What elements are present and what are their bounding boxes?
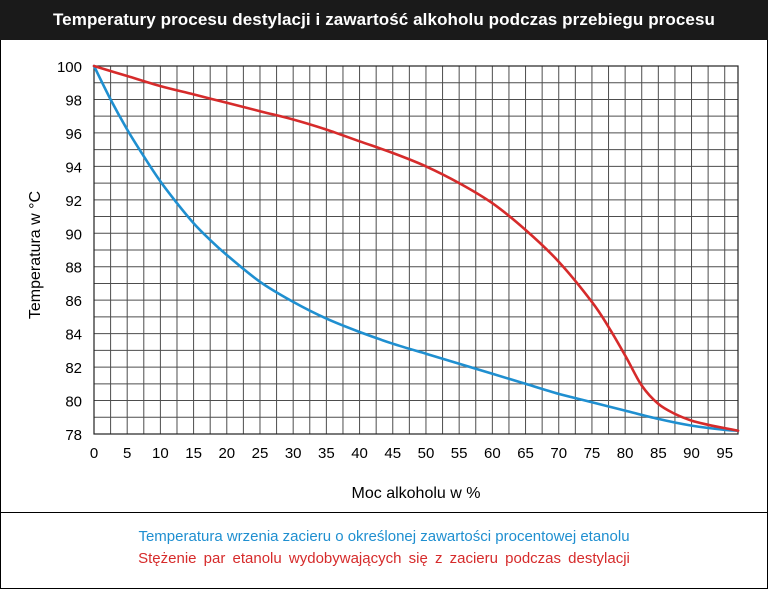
legend-item-boiling-temperature: Temperatura wrzenia zacieru o określonej… bbox=[138, 528, 630, 545]
chart-title: Temperatury procesu destylacji i zawarto… bbox=[0, 0, 768, 40]
y-tick-label: 84 bbox=[65, 327, 82, 344]
line-chart: 0 5 10 15 20 25 30 35 40 45 50 55 60 65 70 75 80 85 90 95 78… bbox=[27, 59, 740, 502]
x-tick-label: 10 bbox=[152, 445, 169, 462]
y-tick-label: 96 bbox=[65, 126, 82, 143]
x-tick-label: 85 bbox=[650, 445, 667, 462]
x-tick-label: 95 bbox=[716, 445, 733, 462]
plot-border bbox=[93, 65, 739, 435]
x-tick-label: 25 bbox=[252, 445, 269, 462]
tick-labels: 0 5 10 15 20 25 30 35 40 45 50 55 60 65 70 75 80 85 90 95 78… bbox=[57, 59, 733, 462]
x-tick-label: 80 bbox=[617, 445, 634, 462]
series-line-boiling-temperature bbox=[92, 64, 740, 432]
x-tick-label: 20 bbox=[218, 445, 235, 462]
y-tick-label: 100 bbox=[57, 59, 82, 76]
x-axis-label: Moc alkoholu w % bbox=[352, 485, 481, 502]
legend-divider bbox=[0, 512, 768, 513]
y-tick-label: 98 bbox=[65, 92, 82, 109]
grid bbox=[93, 65, 739, 435]
y-tick-label: 92 bbox=[65, 193, 82, 210]
y-tick-label: 78 bbox=[65, 427, 82, 444]
x-tick-label: 65 bbox=[517, 445, 534, 462]
y-tick-label: 86 bbox=[65, 293, 82, 310]
x-tick-label: 40 bbox=[351, 445, 368, 462]
x-tick-label: 45 bbox=[384, 445, 401, 462]
x-tick-label: 0 bbox=[90, 445, 98, 462]
y-tick-label: 80 bbox=[65, 394, 82, 411]
series-line-vapour-concentration bbox=[92, 64, 740, 432]
x-tick-label: 75 bbox=[584, 445, 601, 462]
y-tick-label: 90 bbox=[65, 226, 82, 243]
series-lines bbox=[92, 64, 740, 432]
legend-item-vapour-concentration: Stężenie par etanolu wydobywających się … bbox=[138, 550, 630, 567]
y-tick-label: 88 bbox=[65, 260, 82, 277]
x-tick-label: 70 bbox=[550, 445, 567, 462]
x-tick-label: 15 bbox=[185, 445, 202, 462]
x-tick-label: 5 bbox=[123, 445, 131, 462]
x-tick-label: 60 bbox=[484, 445, 501, 462]
y-axis-label: Temperatura w °C bbox=[27, 191, 44, 319]
x-tick-label: 30 bbox=[285, 445, 302, 462]
y-tick-label: 94 bbox=[65, 159, 82, 176]
y-tick-label: 82 bbox=[65, 360, 82, 377]
x-tick-label: 50 bbox=[418, 445, 435, 462]
x-tick-label: 90 bbox=[683, 445, 700, 462]
x-tick-label: 55 bbox=[451, 445, 468, 462]
x-tick-label: 35 bbox=[318, 445, 335, 462]
